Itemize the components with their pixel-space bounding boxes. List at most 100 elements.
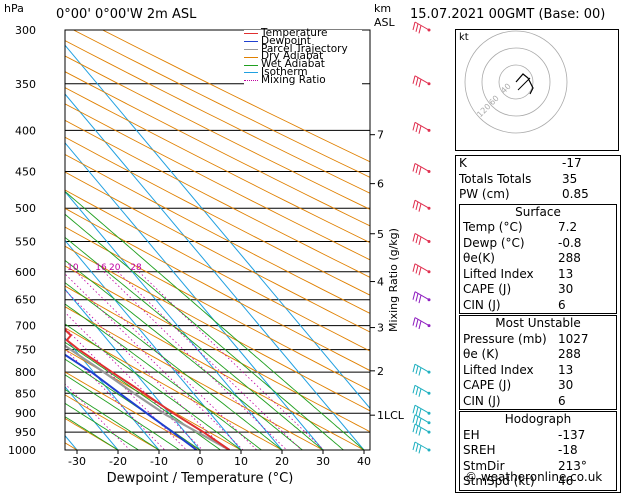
- table-key: PW (cm): [459, 187, 510, 203]
- table-value: 1027: [558, 332, 613, 348]
- pressure-tick-750: 750: [15, 344, 36, 357]
- pressure-tick-850: 850: [15, 387, 36, 400]
- table-value: 30: [558, 282, 613, 298]
- table-row: CIN (J)6: [460, 298, 616, 314]
- table-value: 0.85: [562, 187, 617, 203]
- pressure-tick-600: 600: [15, 266, 36, 279]
- pressure-tick-450: 450: [15, 165, 36, 178]
- dry-adiabat: [0, 30, 282, 450]
- pressure-tick-650: 650: [15, 294, 36, 307]
- table-row: Temp (°C)7.2: [460, 220, 616, 236]
- x-axis-label: Dewpoint / Temperature (°C): [107, 471, 294, 486]
- legend-swatch: [244, 72, 258, 73]
- dry-adiabat: [0, 30, 528, 450]
- wind-barb: [413, 264, 431, 275]
- mixing-ratio-label: 6: [41, 263, 47, 273]
- km-tick-2: 2: [377, 365, 384, 378]
- legend-swatch: [244, 41, 258, 42]
- table-value: 288: [558, 347, 613, 363]
- most-unstable-section: Most Unstable Pressure (mb) 1027 θe (K) 288…: [459, 315, 617, 410]
- wind-barb: [413, 22, 431, 33]
- pressure-tick-500: 500: [15, 202, 36, 215]
- mixing-ratio-label: 8: [57, 263, 63, 273]
- hodograph-unit: kt: [459, 32, 469, 43]
- surface-title: Surface: [460, 205, 616, 221]
- table-row: θe (K) 288: [460, 347, 616, 363]
- km-tick-5: 5: [377, 228, 384, 241]
- table-key: K: [459, 156, 467, 172]
- wet-adiabat: [0, 30, 343, 450]
- legend-item: Mixing Ratio: [244, 77, 362, 85]
- wind-barb: [413, 292, 431, 303]
- pressure-tick-300: 300: [15, 24, 36, 37]
- pressure-tick-1000: 1000: [8, 444, 36, 457]
- dry-adiabat: [0, 30, 323, 450]
- dry-adiabat: [0, 30, 487, 450]
- table-key: CAPE (J): [463, 282, 511, 298]
- table-row: EH-137: [460, 428, 616, 444]
- x-tick-30: 30: [316, 455, 330, 468]
- mixing-ratio-label: 28: [130, 263, 142, 273]
- table-value: 7.2: [558, 220, 613, 236]
- altitude-unit: km: [374, 2, 391, 15]
- table-row: CAPE (J) 30: [460, 282, 616, 298]
- km-tick-3: 3: [377, 322, 384, 335]
- x-tick--30: -30: [68, 455, 86, 468]
- pressure-tick-550: 550: [15, 235, 36, 248]
- table-key: EH: [463, 428, 480, 444]
- table-key: CIN (J): [463, 394, 501, 410]
- table-value: -18: [558, 443, 613, 459]
- hodograph-title: Hodograph: [460, 412, 616, 428]
- km-tick-1LCL: 1LCL: [377, 409, 405, 422]
- legend-swatch: [244, 57, 258, 58]
- table-value: -17: [562, 156, 617, 172]
- pressure-unit: hPa: [4, 2, 24, 15]
- table-row: CIN (J)6: [460, 394, 616, 410]
- wind-barb: [413, 364, 431, 375]
- table-key: CIN (J): [463, 298, 501, 314]
- x-tick-40: 40: [357, 455, 371, 468]
- wind-barb: [413, 122, 431, 133]
- table-row: Dewp (°C) -0.8: [460, 236, 616, 252]
- pressure-tick-400: 400: [15, 124, 36, 137]
- wet-adiabat: [0, 30, 364, 450]
- table-row: CAPE (J) 30: [460, 378, 616, 394]
- pressure-tick-900: 900: [15, 407, 36, 420]
- x-tick-10: 10: [234, 455, 248, 468]
- wet-adiabat: [0, 30, 323, 450]
- table-value: 288: [558, 251, 613, 267]
- legend-swatch: [244, 65, 258, 66]
- km-tick-6: 6: [377, 178, 384, 191]
- wind-barb: [413, 76, 431, 87]
- pressure-tick-350: 350: [15, 78, 36, 91]
- x-tick--20: -20: [109, 455, 127, 468]
- table-key: CAPE (J): [463, 378, 511, 394]
- table-key: SREH: [463, 443, 496, 459]
- x-tick--10: -10: [150, 455, 168, 468]
- table-key: Lifted Index: [463, 363, 534, 379]
- dry-adiabat: [0, 30, 241, 450]
- pressure-tick-700: 700: [15, 320, 36, 333]
- pressure-tick-950: 950: [15, 426, 36, 439]
- table-key: Dewp (°C): [463, 236, 525, 252]
- dry-adiabat: [0, 30, 364, 450]
- location-label: 0°00' 0°00'W 2m ASL: [56, 7, 196, 22]
- wind-barb: [413, 163, 431, 174]
- table-value: 30: [558, 378, 613, 394]
- table-key: θe (K): [463, 347, 499, 363]
- most-unstable-title: Most Unstable: [460, 316, 616, 332]
- table-value: -0.8: [558, 236, 613, 252]
- legend-label: Mixing Ratio: [261, 77, 326, 85]
- legend-swatch: [244, 80, 258, 81]
- wind-barb: [413, 442, 431, 453]
- legend-swatch: [244, 49, 258, 50]
- datetime-label: 15.07.2021 00GMT (Base: 00): [410, 7, 605, 22]
- mixing-ratio-label: 20: [109, 263, 121, 273]
- km-tick-7: 7: [377, 129, 384, 142]
- table-row: SREH -18: [460, 443, 616, 459]
- table-key: Pressure (mb): [463, 332, 547, 348]
- x-tick-20: 20: [275, 455, 289, 468]
